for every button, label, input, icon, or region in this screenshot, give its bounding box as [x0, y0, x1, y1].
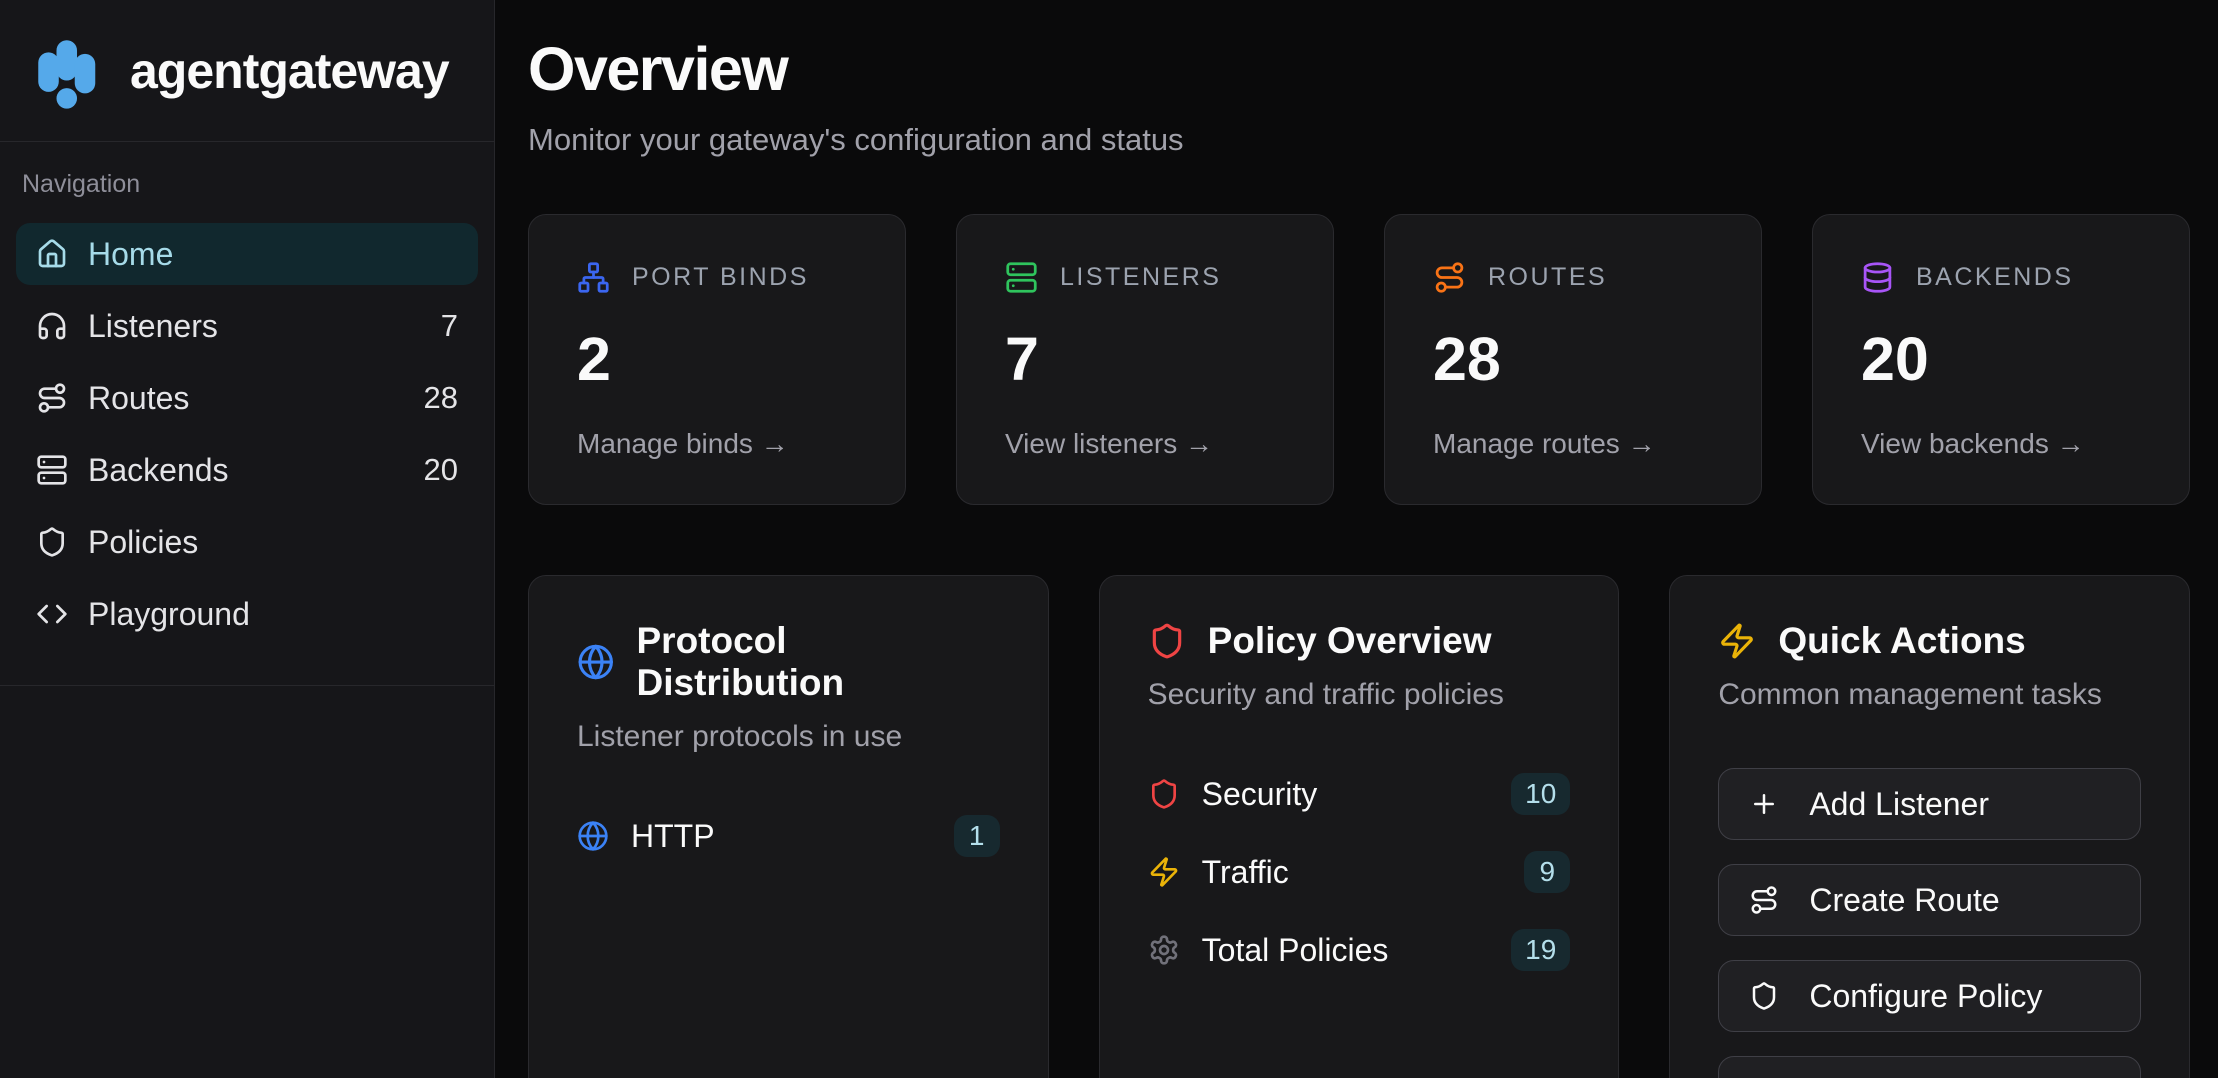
server-icon: [37, 455, 67, 485]
configure-policy-button[interactable]: Configure Policy: [1718, 960, 2141, 1032]
route-icon: [1751, 886, 1777, 914]
sidebar-item-home[interactable]: Home: [16, 223, 478, 285]
sidebar-item-label: Routes: [88, 379, 190, 416]
sidebar-nav: Navigation Home Listeners 7 Routes 28: [0, 142, 494, 686]
sidebar-item-count: 28: [423, 380, 458, 415]
app-title: agentgateway: [130, 42, 450, 99]
button-label: Create Route: [1809, 881, 2000, 918]
shield-icon: [1151, 779, 1176, 809]
server-icon: [1006, 262, 1037, 293]
sidebar-item-label: Playground: [88, 595, 250, 632]
nav-list: Home Listeners 7 Routes 28 Backends 20: [16, 223, 478, 645]
zap-icon: [1150, 857, 1177, 887]
sidebar-item-label: Home: [88, 235, 174, 272]
stat-value: 28: [1433, 325, 1501, 393]
shield-icon: [1152, 623, 1181, 659]
quick-action-button-partial[interactable]: [1718, 1056, 2141, 1078]
sidebar-item-count: 7: [440, 308, 458, 343]
sidebar-item-label: Backends: [88, 451, 229, 488]
sidebar-header: agentgateway: [0, 0, 494, 142]
stat-value: 2: [577, 325, 611, 393]
sidebar-item-label: Policies: [88, 523, 199, 560]
sidebar-item-routes[interactable]: Routes 28: [16, 367, 478, 429]
house-icon: [38, 239, 66, 268]
sidebar-item-playground[interactable]: Playground: [16, 583, 478, 645]
total-policies-badge: 19: [1511, 929, 1571, 971]
stat-label: ROUTES: [1488, 263, 1608, 291]
policy-row-total: Total Policies 19: [1148, 926, 1571, 974]
sidebar-item-count: 20: [423, 452, 458, 487]
globe-icon: [578, 821, 608, 851]
protocol-row-http: HTTP 1: [577, 812, 1000, 860]
panel-title: Quick Actions: [1778, 620, 2026, 661]
policy-overview-panel: Policy Overview Security and traffic pol…: [1098, 575, 1620, 1078]
route-icon: [1435, 262, 1464, 293]
nav-section-label: Navigation: [22, 170, 141, 198]
main-content: Overview Monitor your gateway's configur…: [495, 0, 2218, 1078]
stats-grid: PORT BINDS 2 Manage binds → LISTENERS 7 …: [528, 214, 2190, 505]
manage-binds-link[interactable]: Manage binds →: [577, 428, 789, 459]
sidebar-item-backends[interactable]: Backends 20: [16, 439, 478, 501]
panel-title: Protocol Distribution: [636, 620, 845, 703]
protocol-distribution-panel: Protocol Distribution Listener protocols…: [528, 575, 1049, 1078]
sidebar-item-label: Listeners: [88, 307, 218, 344]
panel-subtitle: Listener protocols in use: [577, 720, 903, 753]
policy-row-traffic: Traffic 9: [1148, 848, 1571, 896]
agentgateway-logo-icon: [38, 39, 96, 109]
stat-card-backends: BACKENDS 20 View backends →: [1812, 214, 2190, 505]
headphones-icon: [38, 312, 66, 340]
panel-subtitle: Security and traffic policies: [1147, 678, 1504, 711]
quick-actions-panel: Quick Actions Common management tasks Ad…: [1669, 575, 2190, 1078]
gear-icon: [1150, 935, 1177, 965]
policy-label: Security: [1201, 775, 1318, 812]
policy-row-security: Security 10: [1148, 770, 1571, 818]
view-listeners-link[interactable]: View listeners →: [1005, 428, 1214, 459]
stat-label: PORT BINDS: [632, 263, 809, 291]
stat-card-routes: ROUTES 28 Manage routes →: [1384, 214, 1762, 505]
stat-label: LISTENERS: [1060, 263, 1222, 291]
protocol-count-badge: 1: [953, 815, 1000, 857]
stat-value: 7: [1005, 325, 1039, 393]
sidebar-item-listeners[interactable]: Listeners 7: [16, 295, 478, 357]
route-icon: [38, 383, 66, 413]
code-icon: [37, 604, 67, 624]
page-title: Overview: [528, 35, 789, 103]
network-icon: [578, 262, 609, 293]
stat-value: 20: [1861, 325, 1929, 393]
stat-card-listeners: LISTENERS 7 View listeners →: [956, 214, 1334, 505]
view-backends-link[interactable]: View backends →: [1861, 428, 2085, 459]
plus-icon: [1754, 794, 1775, 814]
database-icon: [1863, 262, 1892, 293]
protocol-label: HTTP: [631, 817, 715, 854]
zap-icon: [1721, 623, 1754, 659]
shield-icon: [1753, 982, 1776, 1010]
globe-icon: [578, 644, 613, 680]
sidebar: agentgateway Navigation Home Listeners 7…: [0, 0, 495, 1078]
stat-label: BACKENDS: [1916, 263, 2074, 291]
policy-label: Traffic: [1201, 853, 1289, 890]
shield-icon: [40, 527, 64, 557]
panel-subtitle: Common management tasks: [1718, 678, 2102, 711]
sidebar-item-policies[interactable]: Policies: [16, 511, 478, 573]
security-count-badge: 10: [1511, 773, 1571, 815]
panels-grid: Protocol Distribution Listener protocols…: [528, 575, 2190, 1078]
manage-routes-link[interactable]: Manage routes →: [1433, 428, 1656, 459]
panel-title: Policy Overview: [1207, 620, 1492, 661]
button-label: Add Listener: [1809, 785, 1989, 822]
policy-label: Total Policies: [1201, 931, 1389, 968]
add-listener-button[interactable]: Add Listener: [1718, 768, 2141, 840]
button-label: Configure Policy: [1809, 977, 2043, 1014]
page-subtitle: Monitor your gateway's configuration and…: [528, 122, 1184, 157]
create-route-button[interactable]: Create Route: [1718, 864, 2141, 936]
traffic-count-badge: 9: [1524, 851, 1571, 893]
stat-card-port-binds: PORT BINDS 2 Manage binds →: [528, 214, 906, 505]
